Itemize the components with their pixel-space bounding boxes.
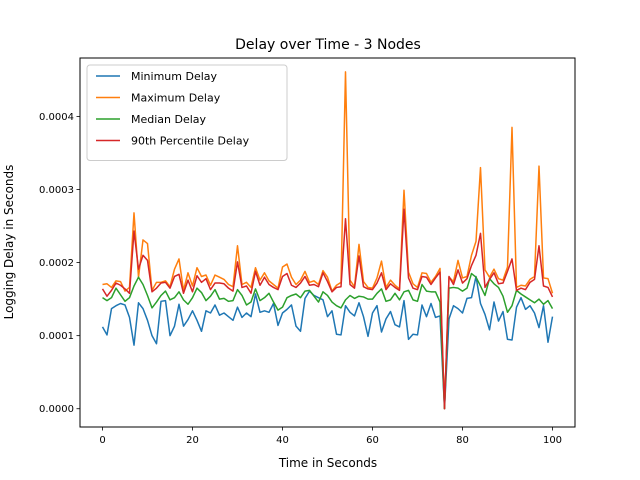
chart-title: Delay over Time - 3 Nodes [235, 37, 421, 53]
x-tick-label: 60 [366, 435, 379, 446]
y-tick-label: 0.0002 [39, 258, 74, 269]
y-axis: 0.0000 0.0001 0.0002 0.0003 0.0004 [39, 112, 80, 415]
legend-label-1: Minimum Delay [131, 70, 218, 83]
x-axis-title: Time in Seconds [278, 456, 377, 470]
series-line-1 [101, 275, 554, 410]
x-tick-label: 20 [186, 435, 199, 446]
legend-label-2: Maximum Delay [131, 92, 221, 105]
y-tick-label: 0.0003 [39, 185, 74, 196]
x-tick-label: 100 [543, 435, 562, 446]
y-axis-title: Logging Delay in Seconds [2, 165, 16, 320]
x-tick-label: 80 [456, 435, 469, 446]
x-axis: 0 20 40 60 80 100 [99, 427, 562, 446]
y-tick-label: 0.0001 [39, 331, 74, 342]
legend-label-3: Median Delay [131, 113, 207, 126]
legend: Minimum Delay Maximum Delay Median Delay 90… [86, 64, 288, 161]
x-tick-label: 40 [276, 435, 289, 446]
series-line-3 [102, 272, 554, 410]
x-tick-label: 0 [99, 435, 105, 446]
y-tick-label: 0.0000 [39, 404, 74, 415]
series-group [101, 71, 554, 410]
series-line-4 [101, 208, 554, 410]
legend-box [86, 64, 288, 161]
axes-frame [79, 57, 576, 428]
y-tick-label: 0.0004 [39, 112, 74, 123]
legend-label-4: 90th Percentile Delay [131, 135, 250, 148]
series-line-2 [102, 71, 554, 410]
